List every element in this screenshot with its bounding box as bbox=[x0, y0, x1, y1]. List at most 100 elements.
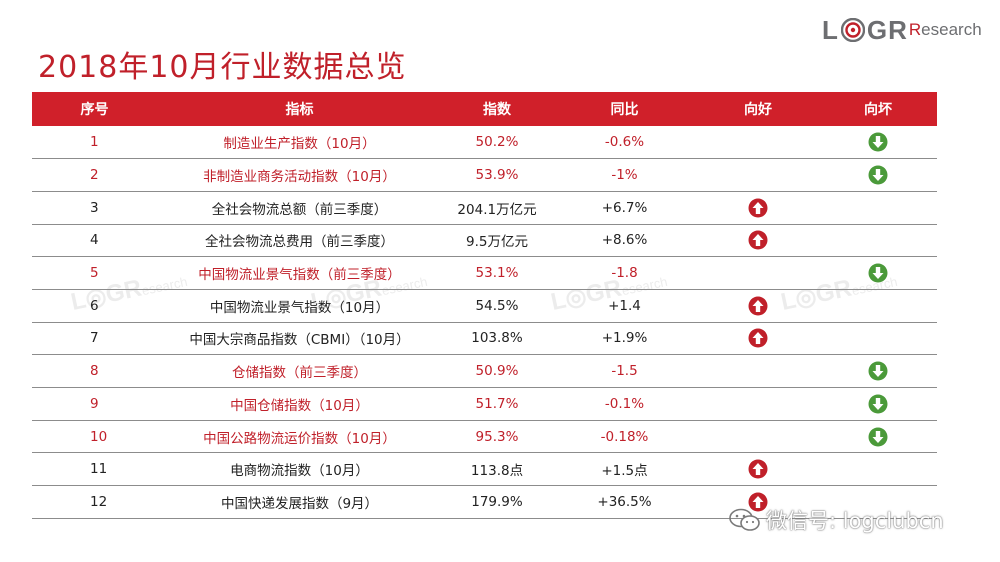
row-yoy: -1% bbox=[611, 167, 638, 184]
row-value: 51.7% bbox=[475, 395, 519, 412]
row-value: 50.2% bbox=[475, 134, 519, 151]
row-yoy: +1.5点 bbox=[601, 463, 648, 480]
logo-letters-gr: GR bbox=[866, 14, 908, 45]
header-yoy: 同比 bbox=[610, 102, 639, 118]
row-value: 103.8% bbox=[471, 330, 523, 347]
row-value: 53.1% bbox=[475, 265, 519, 282]
row-worsening bbox=[819, 453, 937, 486]
row-value: 9.5万亿元 bbox=[466, 234, 528, 251]
row-yoy: -0.6% bbox=[604, 134, 645, 151]
row-number: 4 bbox=[90, 232, 99, 249]
table-row: 7 中国大宗商品指数（CBMI）（10月） 103.8% +1.9% bbox=[32, 322, 937, 355]
table-header-row: 序号 指标 指数 同比 向好 向坏 bbox=[32, 92, 937, 126]
row-number: 7 bbox=[90, 330, 99, 347]
header-indicator: 指标 bbox=[285, 102, 314, 118]
row-yoy: +6.7% bbox=[601, 199, 648, 216]
table-row: 10 中国公路物流运价指数（10月） 95.3% -0.18% bbox=[32, 420, 937, 453]
row-improving bbox=[697, 486, 819, 519]
row-yoy: -0.1% bbox=[604, 395, 645, 412]
row-number: 3 bbox=[90, 199, 99, 216]
row-yoy: -1.5 bbox=[611, 363, 638, 380]
row-indicator: 电商物流指数（10月） bbox=[230, 463, 369, 480]
wechat-id: 微信号: logclubcn bbox=[766, 509, 944, 533]
row-worsening bbox=[819, 289, 937, 322]
row-worsening bbox=[819, 224, 937, 257]
row-improving bbox=[697, 191, 819, 224]
row-worsening bbox=[819, 420, 937, 453]
up-arrow-icon bbox=[748, 459, 768, 479]
table-row: 3 全社会物流总额（前三季度） 204.1万亿元 +6.7% bbox=[32, 191, 937, 225]
row-indicator: 中国大宗商品指数（CBMI）（10月） bbox=[189, 332, 410, 349]
row-yoy: +36.5% bbox=[597, 493, 652, 510]
row-improving bbox=[697, 355, 819, 388]
row-indicator: 中国仓储指数（10月） bbox=[230, 397, 369, 414]
data-table: 序号 指标 指数 同比 向好 向坏 1 制造业生产指数（10月） 50.2% -0.6… bbox=[32, 92, 937, 519]
row-number: 10 bbox=[90, 428, 108, 445]
row-improving bbox=[697, 289, 819, 322]
row-improving bbox=[697, 224, 819, 257]
row-value: 204.1万亿元 bbox=[457, 201, 537, 218]
down-arrow-icon bbox=[868, 361, 888, 381]
row-number: 1 bbox=[90, 134, 99, 151]
table-row: 1 制造业生产指数（10月） 50.2% -0.6% bbox=[32, 126, 937, 159]
up-arrow-icon bbox=[748, 296, 768, 316]
row-indicator: 全社会物流总费用（前三季度） bbox=[205, 234, 394, 251]
table-row: 2 非制造业商务活动指数（10月） 53.9% -1% bbox=[32, 159, 937, 192]
row-worsening bbox=[819, 388, 937, 421]
target-icon bbox=[840, 18, 865, 42]
row-yoy: +1.4 bbox=[608, 297, 641, 314]
row-indicator: 制造业生产指数（10月） bbox=[223, 136, 376, 153]
table-row: 11 电商物流指数（10月） 113.8点 +1.5点 bbox=[32, 453, 937, 486]
row-number: 6 bbox=[90, 297, 99, 314]
wechat-label: 微信号: logclubcn bbox=[728, 505, 944, 535]
row-yoy: -1.8 bbox=[611, 265, 638, 282]
table-row: 9 中国仓储指数（10月） 51.7% -0.1% bbox=[32, 388, 937, 421]
row-number: 2 bbox=[90, 167, 99, 184]
row-value: 95.3% bbox=[475, 428, 519, 445]
table-row: 12 中国快递发展指数（9月） 179.9% +36.5% bbox=[32, 486, 937, 519]
row-value: 113.8点 bbox=[470, 463, 524, 480]
up-arrow-icon bbox=[748, 230, 768, 250]
row-indicator: 中国公路物流运价指数（10月） bbox=[203, 430, 396, 447]
logo-letter-l: L bbox=[822, 14, 839, 45]
row-yoy: -0.18% bbox=[600, 428, 649, 445]
row-improving bbox=[697, 159, 819, 192]
row-improving bbox=[697, 126, 819, 159]
row-value: 54.5% bbox=[475, 297, 519, 314]
row-worsening bbox=[819, 126, 937, 159]
row-indicator: 非制造业商务活动指数（10月） bbox=[203, 169, 396, 186]
row-worsening bbox=[819, 159, 937, 192]
down-arrow-icon bbox=[868, 394, 888, 414]
down-arrow-icon bbox=[868, 263, 888, 283]
page-title: 2018年10月行业数据总览 bbox=[38, 50, 407, 85]
row-value: 179.9% bbox=[471, 493, 523, 510]
row-indicator: 中国快递发展指数（9月） bbox=[220, 495, 379, 512]
row-yoy: +1.9% bbox=[601, 330, 648, 347]
row-number: 9 bbox=[90, 395, 99, 412]
row-number: 12 bbox=[90, 493, 108, 510]
table-row: 8 仓储指数（前三季度） 50.9% -1.5 bbox=[32, 355, 937, 388]
row-indicator: 全社会物流总额（前三季度） bbox=[211, 201, 388, 218]
row-value: 50.9% bbox=[475, 363, 519, 380]
row-number: 5 bbox=[90, 265, 99, 282]
table-row: 4 全社会物流总费用（前三季度） 9.5万亿元 +8.6% bbox=[32, 224, 937, 257]
header-improving: 向好 bbox=[744, 102, 772, 118]
row-worsening bbox=[819, 257, 937, 290]
header-worsening: 向坏 bbox=[864, 102, 892, 118]
up-arrow-icon bbox=[748, 198, 768, 218]
table-row: 5 中国物流业景气指数（前三季度） 53.1% -1.8 bbox=[32, 257, 937, 290]
header-no: 序号 bbox=[80, 102, 109, 118]
row-indicator: 中国物流业景气指数（10月） bbox=[209, 299, 390, 316]
logo-research: Research bbox=[908, 20, 982, 39]
row-worsening bbox=[819, 322, 937, 355]
row-yoy: +8.6% bbox=[601, 232, 648, 249]
header-value: 指数 bbox=[483, 102, 511, 118]
row-worsening bbox=[819, 191, 937, 224]
row-improving bbox=[697, 388, 819, 421]
row-value: 53.9% bbox=[475, 167, 519, 184]
row-improving bbox=[697, 453, 819, 486]
up-arrow-icon bbox=[748, 328, 768, 348]
row-improving bbox=[697, 322, 819, 355]
row-number: 11 bbox=[90, 461, 108, 478]
down-arrow-icon bbox=[868, 165, 888, 185]
